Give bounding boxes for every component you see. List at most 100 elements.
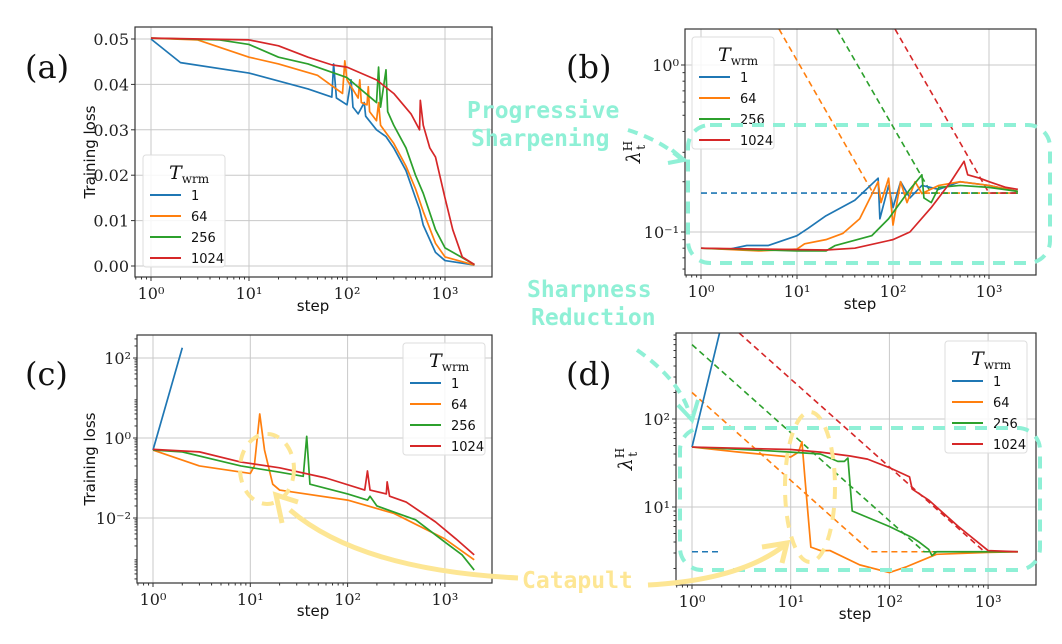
- legend-box: [944, 340, 1028, 454]
- series-line-1: [150, 38, 475, 266]
- x-tick-label: 10²: [334, 284, 361, 303]
- subscript: t: [634, 145, 648, 150]
- subscript: t: [626, 452, 640, 457]
- legend-title: Twrm: [971, 348, 1012, 372]
- panel-label: (c): [25, 355, 68, 393]
- y-axis-label: Training loss: [81, 105, 99, 199]
- legend-title-symbol: T: [718, 44, 732, 66]
- annotation-line: Sharpness: [527, 277, 652, 303]
- plot-area: [150, 37, 475, 266]
- y-tick-label: 0.04: [93, 75, 129, 94]
- series-line-256: [150, 37, 475, 266]
- symbol: λ: [615, 458, 637, 471]
- legend-label: 1024: [993, 438, 1026, 453]
- x-tick-label: 10²: [880, 282, 907, 301]
- series-line-1: [700, 177, 1019, 250]
- series-line-1024: [691, 446, 1018, 553]
- x-tick-label: 10²: [876, 592, 903, 611]
- catapult-ellipse-c: [238, 432, 296, 506]
- arrowhead-icon: [676, 399, 700, 424]
- series-line-256: [700, 173, 1019, 252]
- sharpness-reduction-box: [678, 426, 1042, 572]
- panel-label: (b): [566, 48, 611, 86]
- legend-label: 1024: [740, 134, 773, 149]
- series-line-256: [691, 446, 1018, 557]
- legend-title-symbol: T: [971, 348, 985, 370]
- superscript: H: [613, 448, 627, 458]
- arrowhead-icon: [761, 539, 791, 564]
- y-tick-label: 10²: [643, 410, 670, 429]
- x-tick-label: 10⁰: [140, 590, 167, 609]
- panel-d: (d)10⁰ 10¹ 10² 10³10¹10²stepλHtTwrm16425610…: [566, 332, 1037, 623]
- legend-label: 1: [191, 189, 199, 204]
- superscript: H: [621, 141, 635, 151]
- y-tick-label: 10¹: [643, 498, 670, 517]
- axes-frame: [134, 26, 493, 278]
- y-tick-label: 10⁰: [652, 56, 679, 75]
- panel-a: (a) 10⁰ 10¹ 10² 10³ 0.00 0.01 0.02 0.03 0.04 0.05 s…: [25, 26, 493, 315]
- y-tick-label: 0.02: [93, 166, 129, 185]
- arrow-sharpness: [635, 348, 692, 416]
- symbol: λ: [623, 151, 645, 164]
- series-line-1024: [150, 37, 475, 266]
- annotation-line: Catapult: [522, 568, 633, 594]
- legend-title: Twrm: [718, 44, 759, 68]
- x-axis-label: step: [297, 602, 329, 620]
- dashed-line: [894, 29, 1018, 194]
- annotations: Progressive Sharpening Sharpness Reduction C…: [238, 98, 1052, 594]
- y-tick-label: 10⁰: [104, 429, 131, 448]
- legend-label: 1: [451, 377, 459, 392]
- series-line-1: [152, 347, 184, 451]
- legend-label: 256: [451, 419, 476, 434]
- y-tick-label: 0.00: [93, 257, 129, 276]
- x-tick-label: 10¹: [237, 590, 264, 609]
- x-axis-label: step: [844, 295, 876, 313]
- x-tick-label: 10⁰: [688, 282, 715, 301]
- legend-label: 64: [740, 92, 757, 107]
- legend-label: 64: [993, 396, 1010, 411]
- legend-title-subscript: wrm: [182, 172, 210, 186]
- y-tick-label: 10⁻¹: [644, 223, 679, 242]
- panel-label: (d): [566, 355, 611, 393]
- legend-label: 64: [451, 398, 468, 413]
- series-line-64: [691, 440, 1018, 574]
- y-tick-label: 10⁻²: [96, 509, 131, 528]
- catapult-ellipse-d: [783, 410, 837, 564]
- series-line-1024: [700, 160, 1019, 251]
- plot-area: [691, 333, 1018, 574]
- axes-frame: [675, 332, 1037, 586]
- legend-title-subscript: wrm: [731, 54, 759, 68]
- x-tick-label: 10³: [975, 592, 1002, 611]
- annotation-line: Reduction: [531, 305, 656, 331]
- annotation-text: Catapult: [522, 568, 633, 594]
- axes-frame: [136, 334, 493, 584]
- series-line-1024: [152, 448, 475, 556]
- plot-area: [700, 29, 1019, 252]
- series-line-64: [700, 177, 1019, 252]
- series-line-1: [691, 333, 721, 448]
- y-tick-label: 0.01: [93, 212, 129, 231]
- y-axis-label: Training loss: [81, 412, 99, 506]
- legend-box: [142, 154, 226, 268]
- legend-title-subscript: wrm: [442, 360, 470, 374]
- arrowhead-icon: [272, 491, 299, 524]
- panel-c: (c) 10⁰ 10¹ 10² 10³ 10⁻² 10⁰ 10² step Training lo…: [25, 334, 493, 620]
- x-tick-label: 10³: [432, 590, 459, 609]
- arrowhead-icon: [667, 148, 689, 165]
- annotation-line: Progressive: [467, 98, 619, 124]
- x-tick-label: 10²: [334, 590, 361, 609]
- legend-title-symbol: T: [429, 350, 443, 372]
- x-axis-label: step: [839, 605, 871, 623]
- legend-box: [402, 342, 486, 456]
- legend-label: 64: [191, 210, 208, 225]
- legend-label: 1: [993, 375, 1001, 390]
- series-line-256: [152, 435, 475, 571]
- legend-box: [691, 36, 775, 150]
- annotation-text: Sharpness Reduction: [527, 277, 656, 331]
- y-tick-label: 0.03: [93, 121, 129, 140]
